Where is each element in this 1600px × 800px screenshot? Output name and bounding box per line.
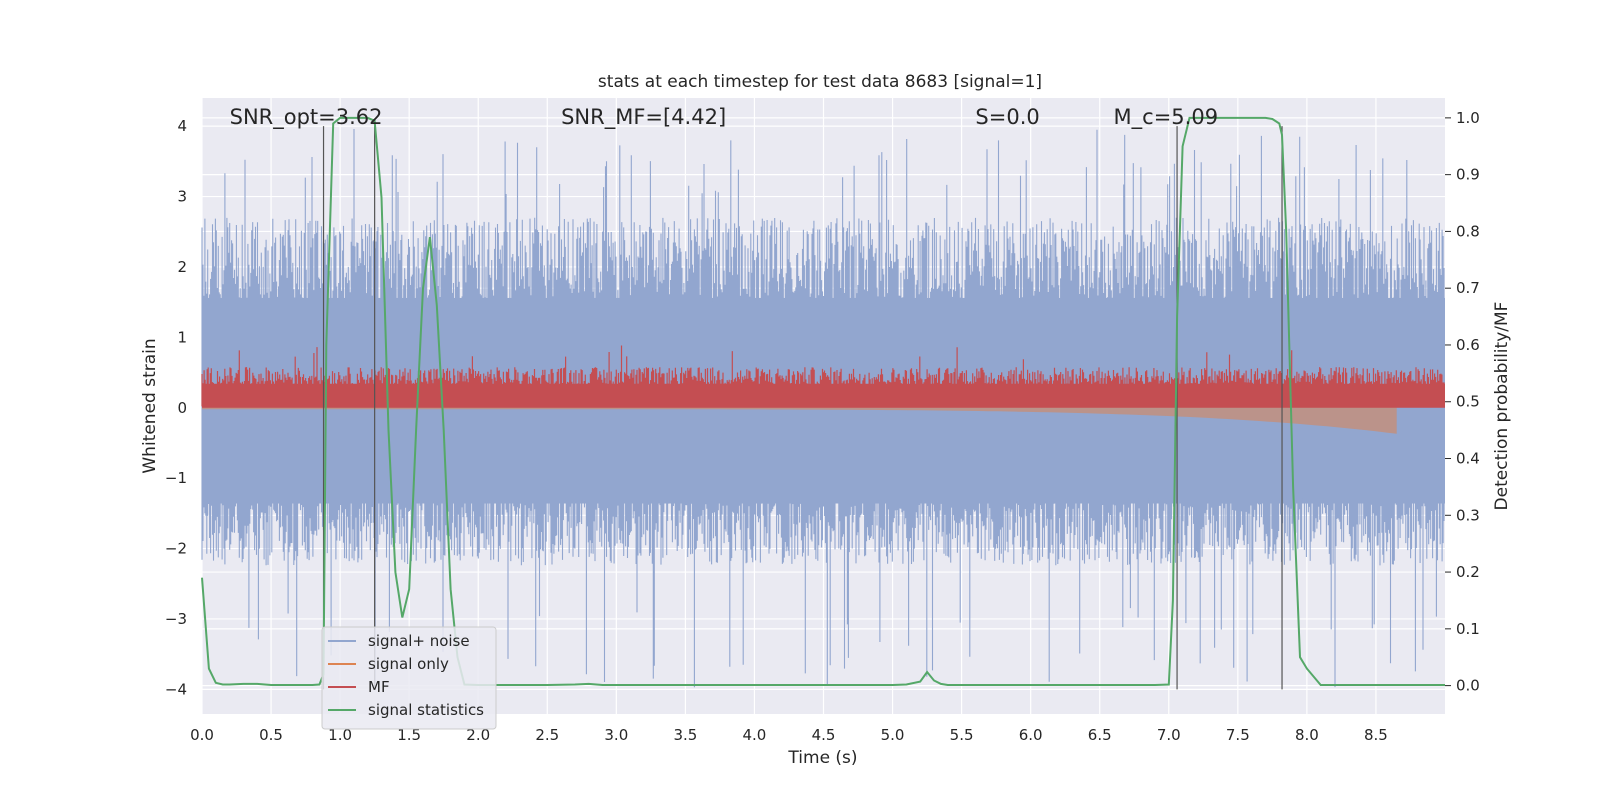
x-tick-label: 5.0 — [881, 726, 905, 744]
y-right-tick-label: 0.5 — [1456, 393, 1480, 411]
x-tick-label: 7.5 — [1226, 726, 1250, 744]
y-right-tick-label: 0.7 — [1456, 279, 1480, 297]
mf-trace — [201, 345, 1445, 407]
x-tick-label: 0.0 — [190, 726, 214, 744]
legend-label: signal only — [368, 655, 449, 673]
legend-label: signal statistics — [368, 701, 484, 719]
y-axis-left-ticks: 4 3 2 1 0 −1 −2 −3 −4 — [165, 117, 187, 698]
x-tick-label: 6.5 — [1088, 726, 1112, 744]
legend-label: signal+ noise — [368, 632, 470, 650]
x-tick-label: 1.5 — [397, 726, 421, 744]
y-left-tick-label: 3 — [177, 188, 187, 206]
y-right-tick-label: 0.6 — [1456, 336, 1480, 354]
y-axis-right-ticks: 1.0 0.9 0.8 0.7 0.6 0.5 0.4 0.3 0.2 0.1 0.0 — [1445, 109, 1480, 695]
y-axis-left-label: Whitened strain — [140, 338, 160, 473]
annotation-label: SNR_opt=3.62 — [230, 105, 383, 130]
y-left-tick-label: −3 — [165, 610, 187, 628]
y-left-tick-label: −1 — [165, 469, 187, 487]
x-tick-label: 4.5 — [812, 726, 836, 744]
y-right-tick-label: 0.3 — [1456, 506, 1480, 524]
x-tick-label: 2.5 — [535, 726, 559, 744]
x-tick-label: 8.5 — [1364, 726, 1388, 744]
x-axis-ticks: 0.0 0.5 1.0 1.5 2.0 2.5 3.0 3.5 4.0 4.5 5.0 5.5 6.0 6… — [190, 726, 1388, 744]
x-tick-label: 8.0 — [1295, 726, 1319, 744]
annotation-label: M_c=5.09 — [1114, 105, 1219, 130]
x-tick-label: 7.0 — [1157, 726, 1181, 744]
annotation-label: SNR_MF=[4.42] — [561, 105, 726, 130]
x-tick-label: 2.0 — [466, 726, 490, 744]
y-right-tick-label: 1.0 — [1456, 109, 1480, 127]
chart-title: stats at each timestep for test data 868… — [598, 72, 1042, 92]
legend-label: MF — [368, 678, 390, 696]
y-left-tick-label: 2 — [177, 258, 187, 276]
y-right-tick-label: 0.2 — [1456, 563, 1480, 581]
x-tick-label: 3.0 — [604, 726, 628, 744]
mf-series — [201, 345, 1445, 408]
y-left-tick-label: −4 — [165, 680, 187, 698]
y-right-tick-label: 0.0 — [1456, 677, 1480, 695]
x-tick-label: 1.0 — [328, 726, 352, 744]
y-left-tick-label: 0 — [177, 399, 187, 417]
x-tick-label: 3.5 — [673, 726, 697, 744]
y-left-tick-label: −2 — [165, 540, 187, 558]
signal-only-trace — [202, 403, 1397, 434]
x-tick-label: 0.5 — [259, 726, 283, 744]
y-right-tick-label: 0.1 — [1456, 620, 1480, 638]
legend: signal+ noise signal only MF signal statist… — [321, 626, 497, 730]
x-tick-label: 4.0 — [743, 726, 767, 744]
legend-box — [321, 626, 497, 730]
x-axis-label: Time (s) — [787, 748, 857, 768]
y-left-tick-label: 4 — [177, 117, 187, 135]
x-tick-label: 6.0 — [1019, 726, 1043, 744]
y-right-tick-label: 0.4 — [1456, 450, 1480, 468]
annotation-label: S=0.0 — [975, 105, 1039, 129]
y-right-tick-label: 0.8 — [1456, 222, 1480, 240]
y-right-tick-label: 0.9 — [1456, 166, 1480, 184]
signal-only-series — [202, 403, 1397, 434]
annotations: SNR_opt=3.62 SNR_MF=[4.42] S=0.0 M_c=5.09 — [230, 105, 1218, 130]
y-axis-right-label: Detection probability/MF — [1492, 302, 1512, 511]
y-left-tick-label: 1 — [177, 328, 187, 346]
x-tick-label: 5.5 — [950, 726, 974, 744]
